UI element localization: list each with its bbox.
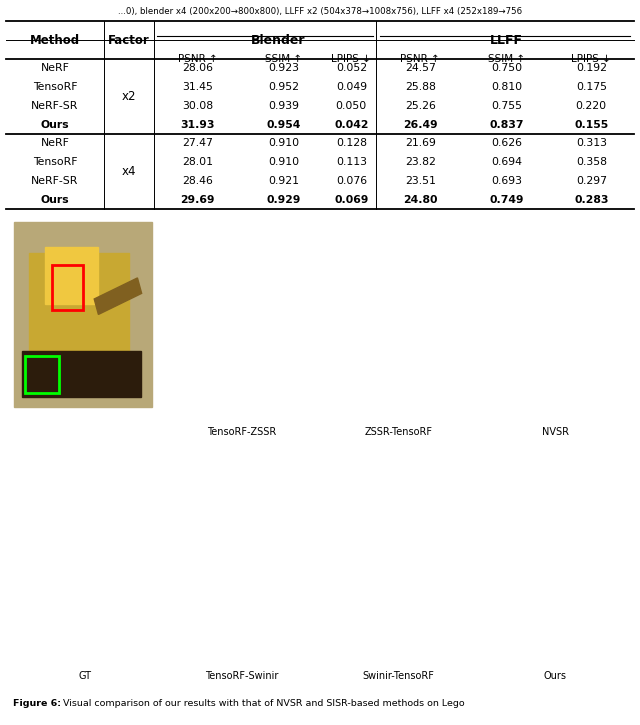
Text: PSNR ↑: PSNR ↑ xyxy=(401,54,440,64)
Text: 0.954: 0.954 xyxy=(267,120,301,130)
Bar xyxy=(52,265,83,310)
Text: 0.283: 0.283 xyxy=(574,195,609,204)
Bar xyxy=(94,278,141,315)
Text: 0.750: 0.750 xyxy=(491,63,522,73)
Text: Visual comparison of our results with that of NVSR and SISR-based methods on Leg: Visual comparison of our results with th… xyxy=(60,699,465,708)
Bar xyxy=(45,247,99,304)
Text: 29.69: 29.69 xyxy=(180,195,215,204)
Text: NVSR: NVSR xyxy=(541,427,569,436)
Text: 0.910: 0.910 xyxy=(268,138,300,149)
Text: 0.910: 0.910 xyxy=(268,157,300,167)
Text: 0.952: 0.952 xyxy=(268,82,300,92)
Text: 0.220: 0.220 xyxy=(576,101,607,111)
Text: 23.51: 23.51 xyxy=(405,176,436,186)
Text: 28.01: 28.01 xyxy=(182,157,213,167)
Text: 0.297: 0.297 xyxy=(576,176,607,186)
Text: SSIM ↑: SSIM ↑ xyxy=(488,54,525,64)
Text: Ours: Ours xyxy=(544,671,566,681)
Text: 0.755: 0.755 xyxy=(491,101,522,111)
Text: 0.923: 0.923 xyxy=(268,63,300,73)
Bar xyxy=(22,352,141,397)
Text: 0.693: 0.693 xyxy=(491,176,522,186)
Bar xyxy=(25,355,58,392)
Text: 0.069: 0.069 xyxy=(334,195,369,204)
Text: 24.57: 24.57 xyxy=(405,63,436,73)
Text: 21.69: 21.69 xyxy=(405,138,436,149)
Text: 0.155: 0.155 xyxy=(574,120,609,130)
Text: LPIPS ↓: LPIPS ↓ xyxy=(332,54,371,64)
Text: TensoRF-Swinir: TensoRF-Swinir xyxy=(205,671,278,681)
Text: 28.06: 28.06 xyxy=(182,63,213,73)
Text: 0.837: 0.837 xyxy=(490,120,524,130)
Text: 0.050: 0.050 xyxy=(336,101,367,111)
Text: NeRF: NeRF xyxy=(40,63,70,73)
Text: 23.82: 23.82 xyxy=(405,157,436,167)
Text: x4: x4 xyxy=(122,165,136,178)
Text: LPIPS ↓: LPIPS ↓ xyxy=(572,54,611,64)
Text: Ours: Ours xyxy=(41,195,69,204)
Text: 27.47: 27.47 xyxy=(182,138,213,149)
Text: 0.810: 0.810 xyxy=(491,82,522,92)
Text: 26.49: 26.49 xyxy=(403,120,438,130)
Text: 0.192: 0.192 xyxy=(576,63,607,73)
Text: x2: x2 xyxy=(122,90,136,103)
Text: 25.88: 25.88 xyxy=(405,82,436,92)
Text: Blender: Blender xyxy=(250,34,305,46)
Text: 0.076: 0.076 xyxy=(336,176,367,186)
Text: 0.694: 0.694 xyxy=(491,157,522,167)
Text: TensoRF: TensoRF xyxy=(33,157,77,167)
Text: 31.45: 31.45 xyxy=(182,82,213,92)
Text: NeRF-SR: NeRF-SR xyxy=(31,176,79,186)
Text: Ours: Ours xyxy=(41,120,69,130)
Text: Swinir-TensoRF: Swinir-TensoRF xyxy=(362,671,435,681)
Text: Method: Method xyxy=(30,34,80,46)
Text: Figure 6:: Figure 6: xyxy=(13,699,61,708)
Text: LLFF: LLFF xyxy=(490,34,523,46)
Text: Factor: Factor xyxy=(108,34,150,46)
Text: 31.93: 31.93 xyxy=(180,120,215,130)
Text: TensoRF-ZSSR: TensoRF-ZSSR xyxy=(207,427,276,436)
Text: PSNR ↑: PSNR ↑ xyxy=(178,54,218,64)
Text: 24.80: 24.80 xyxy=(403,195,438,204)
Text: 0.358: 0.358 xyxy=(576,157,607,167)
Text: 0.042: 0.042 xyxy=(334,120,369,130)
Text: ...0), blender x4 (200x200→800x800), LLFF x2 (504x378→1008x756), LLFF x4 (252x18: ...0), blender x4 (200x200→800x800), LLF… xyxy=(118,7,522,16)
Text: 0.929: 0.929 xyxy=(267,195,301,204)
Text: ZSSR-TensoRF: ZSSR-TensoRF xyxy=(364,427,433,436)
Text: NeRF: NeRF xyxy=(40,138,70,149)
Text: 0.128: 0.128 xyxy=(336,138,367,149)
Text: TensoRF: TensoRF xyxy=(33,82,77,92)
Text: 0.049: 0.049 xyxy=(336,82,367,92)
Text: 0.175: 0.175 xyxy=(576,82,607,92)
Text: 0.626: 0.626 xyxy=(491,138,522,149)
Text: 0.052: 0.052 xyxy=(336,63,367,73)
Bar xyxy=(29,253,129,355)
Text: NeRF-SR: NeRF-SR xyxy=(31,101,79,111)
Text: 0.921: 0.921 xyxy=(268,176,300,186)
Text: 28.46: 28.46 xyxy=(182,176,213,186)
Text: 0.939: 0.939 xyxy=(268,101,300,111)
Text: 0.113: 0.113 xyxy=(336,157,367,167)
Text: GT: GT xyxy=(78,671,92,681)
Text: SSIM ↑: SSIM ↑ xyxy=(266,54,303,64)
Text: 25.26: 25.26 xyxy=(405,101,436,111)
Text: 0.749: 0.749 xyxy=(490,195,524,204)
Text: 0.313: 0.313 xyxy=(576,138,607,149)
Text: 30.08: 30.08 xyxy=(182,101,213,111)
